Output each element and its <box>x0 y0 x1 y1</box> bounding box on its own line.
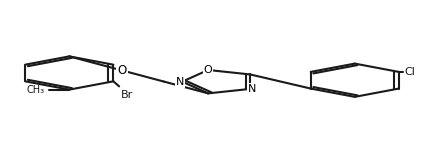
Text: O: O <box>118 64 127 77</box>
Text: N: N <box>176 77 184 87</box>
Text: Br: Br <box>120 90 133 100</box>
Text: N: N <box>248 84 257 94</box>
Text: Cl: Cl <box>404 67 415 77</box>
Text: CH₃: CH₃ <box>27 85 45 95</box>
Text: O: O <box>204 65 213 75</box>
